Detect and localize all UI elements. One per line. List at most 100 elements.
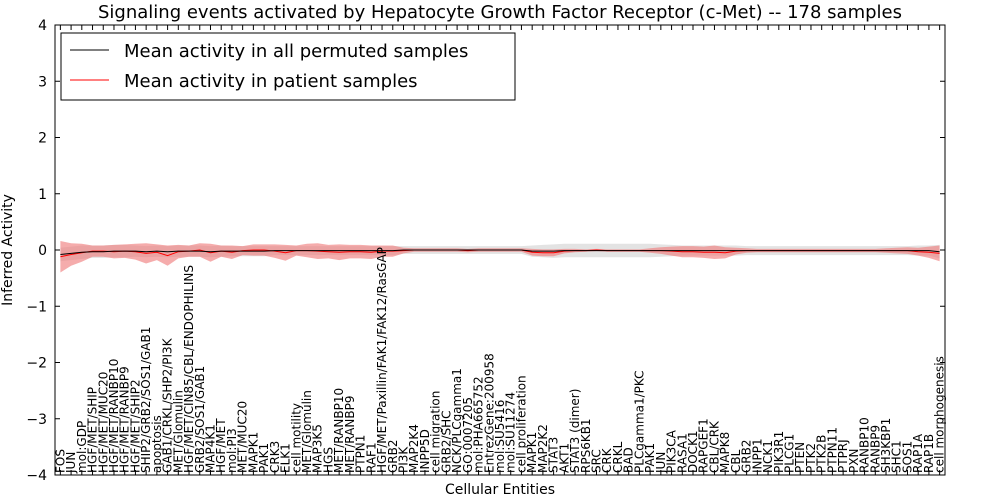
x-category-label: mol:PHA665752 (472, 376, 486, 473)
x-category-label: RAPGEF1 (697, 418, 711, 473)
x-category-label: RAP1A (911, 433, 925, 473)
x-category-label: PIK3R1 (772, 431, 786, 473)
x-category-label: cell motility (289, 403, 303, 473)
x-category-label: RAP1B (922, 434, 936, 473)
x-category-label: PI3K (397, 446, 411, 473)
x-category-label: STAT3 (547, 437, 561, 473)
x-category-label: PTK2 (804, 443, 818, 473)
band-patient (60, 241, 940, 273)
chart-title: Signaling events activated by Hepatocyte… (98, 2, 902, 23)
x-category-label: MET/RANBP10 (332, 388, 346, 473)
y-tick-label: −1 (26, 299, 47, 315)
x-category-label: HGS (321, 447, 335, 473)
x-category-label: RASA1 (675, 433, 689, 473)
legend: Mean activity in all permuted samples Me… (60, 32, 516, 101)
x-category-label: GO:0007205 (461, 397, 475, 473)
x-category-label: PLCG1 (783, 434, 797, 473)
x-category-label: GAB1/CRKL/SHP2/PI3K (161, 337, 175, 473)
x-category-label: MAPK1 (525, 432, 539, 473)
x-category-label: HGF/MET/RANBP9 (118, 366, 132, 473)
x-category-label: EntrezGene:200958 (482, 353, 496, 473)
x-category-label: PTPN1 (354, 435, 368, 473)
x-category-label: GRB2 (740, 439, 754, 473)
x-category-label: HGF/MET/SHIP (86, 387, 100, 473)
x-category-label: RANBP10 (858, 417, 872, 473)
x-category-label: CBL/CRK (708, 420, 722, 473)
x-category-label: BAD (622, 447, 636, 473)
x-category-label: MAPK1 (246, 432, 260, 473)
x-category-label: mol:PI3 (225, 428, 239, 473)
x-category-label: HGF/MET/CIN85/CBL/ENDOPHILINS (182, 265, 196, 473)
y-axis-title: Inferred Activity (0, 194, 16, 306)
x-category-label: PTPRJ (836, 439, 850, 473)
x-category-label: HGF/MET (214, 418, 228, 473)
x-category-label: MAPK8 (718, 432, 732, 473)
x-category-label: STAT3 (dimer) (568, 389, 582, 473)
legend-label-patient: Mean activity in patient samples (124, 71, 418, 92)
y-tick-label: 3 (38, 74, 47, 90)
x-category-label: INPP1 (750, 438, 764, 473)
y-tick-label: 1 (38, 187, 47, 203)
x-category-label: SHC1 (890, 440, 904, 473)
x-category-label: MAP2K4 (407, 424, 421, 473)
x-category-label: apoptosis (150, 415, 164, 473)
y-tick-label: 0 (38, 243, 47, 259)
y-tick-label: 2 (38, 131, 47, 147)
y-tick-label: 4 (38, 18, 47, 34)
x-category-label: GRB2 (386, 439, 400, 473)
x-category-label: RAF1 (364, 442, 378, 473)
legend-label-permuted: Mean activity in all permuted samples (124, 41, 468, 62)
x-category-label: AKT1 (557, 443, 571, 473)
x-category-label: PTPN11 (825, 427, 839, 473)
x-axis-title: Cellular Entities (445, 482, 555, 498)
legend-box (60, 32, 516, 101)
x-category-label: HGF/MET/MUC20 (96, 372, 110, 473)
x-category-label: PAK1 (643, 443, 657, 473)
x-category-label: SH3KBP1 (879, 418, 893, 473)
x-category-label: MAP2K2 (536, 424, 550, 473)
x-category-label: mol:SU5416 (493, 400, 507, 473)
x-category-label: RPS6KB1 (579, 418, 593, 473)
x-category-label: mol:SU11274 (504, 392, 518, 473)
x-category-label: HGF/MET/RANBP10 (107, 359, 121, 473)
x-category-label: FOS (53, 449, 67, 473)
x-category-label: GRB2/SOS1/GAB1 (193, 366, 207, 473)
y-tick-label: −2 (26, 356, 47, 372)
x-category-label: SHIP2/GRB2/SOS1/GAB1 (139, 327, 153, 473)
x-category-label: GRB2/SHC (439, 410, 453, 473)
x-category-label: MET/RANBP9 (343, 396, 357, 473)
x-category-label: cell migration (429, 391, 443, 473)
x-category-label: mol:GDP (75, 421, 89, 473)
x-category-label: JUN (654, 452, 668, 474)
x-category-label: MAP3K5 (311, 424, 325, 473)
x-category-label: SRC (590, 449, 604, 473)
x-category-label: INPP5D (418, 429, 432, 473)
x-category-label: PXN (847, 449, 861, 473)
x-category-label: CBL (729, 449, 743, 473)
x-category-label: DOCK1 (686, 430, 700, 473)
x-category-label: cell proliferation (514, 375, 528, 473)
x-category-label: MET/Glomulin (171, 390, 185, 473)
x-category-label: NCK1 (761, 440, 775, 473)
series-line-permuted (60, 249, 940, 255)
x-category-label: HGF/MET/Paxillin/FAK1/FAK12/RasGAP (375, 247, 389, 473)
x-category-label: PTEN (793, 442, 807, 473)
x-category-label: CRKL (611, 441, 625, 473)
x-category-label: HGF/MET/SHIP2 (128, 379, 142, 473)
x-category-label: PTK2B (815, 435, 829, 473)
x-category-label: cell morphogenesis (933, 356, 947, 473)
x-category-label: ELK1 (279, 443, 293, 473)
x-category-label: NCK/PLCgamma1 (450, 368, 464, 473)
x-category-label: MET/Glomulin (300, 390, 314, 473)
x-category-label: MET/MUC20 (236, 401, 250, 473)
x-category-label: PLCgamma1/PKC (632, 370, 646, 473)
x-category-label: PAK1 (257, 443, 271, 473)
x-category-label: PIK3CA (665, 429, 679, 473)
x-category-label: SOS1 (901, 441, 915, 473)
x-category-label: CRK3 (268, 441, 282, 473)
y-tick-label: −4 (26, 468, 47, 484)
x-category-label: RANBP9 (868, 425, 882, 473)
y-tick-label: −3 (26, 412, 47, 428)
x-category-label: JUN (64, 452, 78, 474)
